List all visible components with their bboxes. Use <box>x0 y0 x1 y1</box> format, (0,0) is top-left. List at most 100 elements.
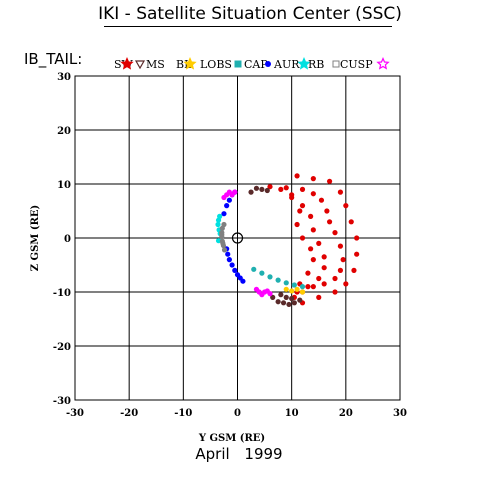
legend-aur-label: AUR <box>273 58 300 71</box>
data-point <box>267 184 273 190</box>
data-point <box>280 300 287 306</box>
data-point <box>289 288 295 294</box>
data-point <box>310 284 316 290</box>
y-tick-label: -20 <box>53 342 71 353</box>
y-tick-label: 0 <box>64 234 71 245</box>
data-point <box>299 203 306 209</box>
series-rb <box>219 221 228 253</box>
data-point <box>299 284 306 290</box>
series-sw <box>267 173 360 306</box>
data-point <box>337 243 344 249</box>
legend-rb-square-icon <box>332 60 340 68</box>
legend-cusp-label: CUSP <box>340 58 373 71</box>
data-point <box>286 301 292 308</box>
y-tick-label: 20 <box>57 126 71 137</box>
data-point <box>232 189 238 195</box>
chart-ticks: -30 -20 -10 0 10 20 30 -30 -20 -10 0 10 20 30 <box>53 72 407 419</box>
data-point <box>289 192 295 198</box>
data-point <box>215 221 221 228</box>
data-point <box>294 173 300 179</box>
data-point <box>354 251 360 257</box>
data-point <box>299 289 306 295</box>
data-point <box>337 267 344 273</box>
data-point <box>305 284 311 290</box>
data-point <box>299 186 306 192</box>
legend-aur-star-icon <box>297 56 311 70</box>
data-point <box>324 208 330 214</box>
data-point <box>316 275 322 282</box>
data-point <box>225 251 231 257</box>
data-point <box>264 187 270 194</box>
data-point <box>343 203 349 209</box>
data-point <box>297 208 303 214</box>
y-axis-label: Z GSM (RE) <box>30 205 41 272</box>
data-point <box>283 286 289 292</box>
data-point <box>321 265 327 271</box>
data-point <box>219 225 225 231</box>
data-point <box>316 294 322 300</box>
data-point <box>221 247 228 253</box>
data-point <box>226 257 232 263</box>
data-point <box>326 219 333 225</box>
data-point <box>337 189 344 195</box>
legend-bl-star-icon <box>183 56 197 70</box>
data-point <box>294 286 300 292</box>
y-tick-label: 30 <box>57 72 71 83</box>
series-lobs <box>251 266 306 290</box>
data-point <box>240 278 246 284</box>
x-tick-label: 20 <box>339 408 353 419</box>
data-point <box>226 197 232 203</box>
data-point <box>283 294 289 300</box>
data-point <box>278 186 284 192</box>
data-point <box>289 295 295 302</box>
x-tick-label: -10 <box>174 408 192 419</box>
legend-lobs-square-icon <box>234 60 242 68</box>
x-tick-label: 10 <box>285 408 299 419</box>
data-point <box>310 257 316 263</box>
y-tick-label: -10 <box>53 288 71 299</box>
data-point <box>340 257 346 263</box>
data-point <box>351 267 357 273</box>
data-point <box>343 281 349 287</box>
data-point <box>283 185 289 191</box>
data-point <box>278 292 284 298</box>
legend-cap-label: CAP <box>244 58 268 71</box>
legend-label: IB_TAIL: <box>24 50 83 68</box>
x-axis-label: Y GSM (RE) <box>198 433 265 444</box>
data-point <box>308 246 314 252</box>
legend-ms-triangle-icon <box>134 60 146 70</box>
data-point <box>215 238 222 244</box>
data-point <box>332 289 338 295</box>
x-tick-label: -20 <box>120 408 138 419</box>
data-point <box>229 262 235 268</box>
data-point <box>318 197 325 203</box>
x-tick-label: 0 <box>234 408 241 419</box>
data-point <box>354 235 360 241</box>
data-point <box>220 240 226 246</box>
legend-lobs-label: LOBS <box>200 58 232 71</box>
data-point <box>326 178 333 184</box>
data-point <box>221 211 227 217</box>
data-point <box>294 221 300 228</box>
data-point <box>253 185 260 191</box>
data-point <box>321 281 327 287</box>
x-tick-label: 30 <box>393 408 407 419</box>
legend-cusp-star-icon <box>376 56 390 70</box>
series-ms <box>248 185 303 308</box>
y-tick-label: -30 <box>53 396 71 407</box>
data-point <box>310 191 316 197</box>
data-point <box>316 240 322 246</box>
data-point <box>310 176 316 182</box>
data-point <box>332 275 338 282</box>
data-point <box>310 227 316 233</box>
data-point <box>299 235 306 241</box>
legend: SWMSBLLOBSCAPAURRBCUSP <box>114 56 390 71</box>
series-bl <box>283 286 306 295</box>
data-point <box>291 282 297 288</box>
data-point <box>332 230 338 236</box>
data-point <box>275 299 281 305</box>
x-tick-label: -30 <box>66 408 84 419</box>
legend-rb-label: RB <box>308 58 324 71</box>
data-point <box>232 267 238 273</box>
